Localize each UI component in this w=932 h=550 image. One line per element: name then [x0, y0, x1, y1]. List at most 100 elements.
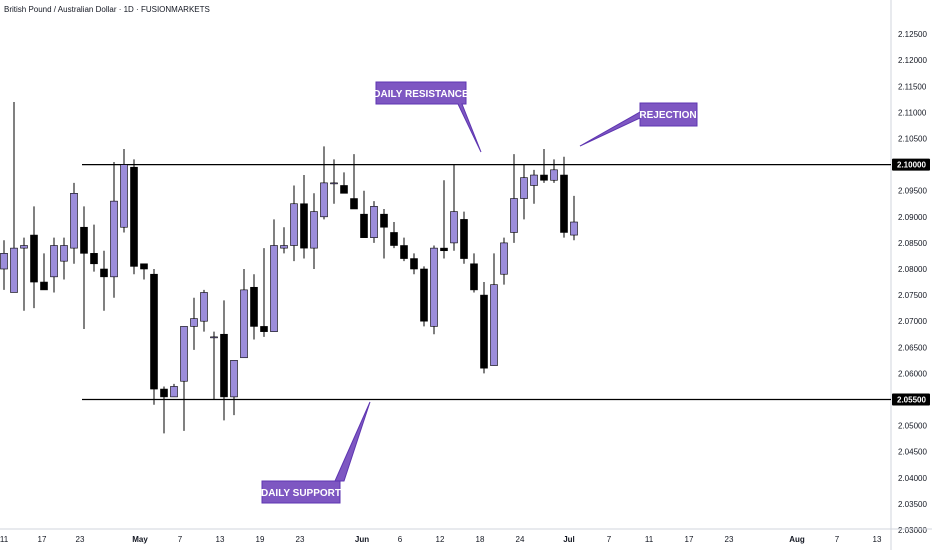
- candle[interactable]: [50, 237, 58, 293]
- candle[interactable]: [310, 193, 318, 269]
- price-axis[interactable]: 2.12500 2.12000 2.11500 2.11000 2.10500 2.100…: [890, 0, 927, 550]
- callout-daily-resistance[interactable]: DAILY RESISTANCE: [373, 81, 482, 153]
- candle[interactable]: [120, 148, 128, 233]
- time-axis[interactable]: 11 17 23 May 7 13 19 23 Jun 6 12 18 24 Jul 7 11 17 23 Aug 7…: [0, 528, 932, 544]
- candle[interactable]: [540, 148, 548, 183]
- candle-body-up: [200, 292, 208, 322]
- candle-body-down: [160, 388, 168, 398]
- candle[interactable]: [500, 237, 508, 285]
- candle[interactable]: [440, 180, 448, 259]
- candle[interactable]: [490, 253, 498, 366]
- candle[interactable]: [420, 266, 428, 327]
- candle[interactable]: [70, 182, 78, 264]
- candle[interactable]: [390, 222, 398, 249]
- candle-body-down: [420, 268, 428, 322]
- candle-body-down: [560, 174, 568, 233]
- candle[interactable]: [330, 159, 338, 204]
- candle[interactable]: [410, 253, 418, 275]
- candle[interactable]: [370, 201, 378, 243]
- candle[interactable]: [210, 331, 218, 400]
- candle[interactable]: [510, 154, 518, 243]
- candle-body-up: [10, 247, 18, 293]
- candle-body-up: [570, 221, 578, 236]
- candle[interactable]: [460, 211, 468, 264]
- candle-body-down: [540, 174, 548, 181]
- candle[interactable]: [450, 164, 458, 251]
- candle[interactable]: [260, 248, 268, 337]
- candle[interactable]: [300, 175, 308, 259]
- candle-body-down: [250, 286, 258, 327]
- y-tick-label: 2.08500: [898, 239, 927, 248]
- candle-body-up: [520, 177, 528, 199]
- candle[interactable]: [10, 101, 18, 293]
- candle[interactable]: [250, 274, 258, 340]
- candle[interactable]: [130, 159, 138, 275]
- candle[interactable]: [340, 172, 348, 194]
- candle[interactable]: [0, 240, 8, 290]
- x-tick-label: 11: [645, 535, 654, 544]
- candle[interactable]: [480, 282, 488, 374]
- candle[interactable]: [80, 206, 88, 330]
- candle[interactable]: [290, 185, 298, 262]
- candle-body-up: [490, 284, 498, 366]
- candle[interactable]: [220, 300, 228, 421]
- candle-body-up: [450, 211, 458, 244]
- candle[interactable]: [30, 206, 38, 309]
- y-tick-label: 2.05000: [898, 422, 927, 431]
- x-tick-label: 17: [685, 535, 694, 544]
- level-price-label: 2.10000: [897, 161, 926, 170]
- candle-body-down: [390, 232, 398, 246]
- candle[interactable]: [520, 164, 528, 220]
- candle[interactable]: [20, 237, 28, 311]
- candle-body-up: [70, 193, 78, 249]
- candle[interactable]: [400, 237, 408, 262]
- candle-body-down: [440, 247, 448, 252]
- candle[interactable]: [100, 250, 108, 311]
- candle-body-up: [320, 182, 328, 218]
- candle[interactable]: [40, 253, 48, 291]
- candle[interactable]: [270, 219, 278, 332]
- candle[interactable]: [470, 253, 478, 293]
- candle-body-up: [20, 245, 28, 249]
- candle[interactable]: [180, 326, 188, 431]
- candle[interactable]: [160, 386, 168, 434]
- candle[interactable]: [170, 383, 178, 398]
- candle[interactable]: [200, 289, 208, 332]
- candle[interactable]: [190, 297, 198, 350]
- candle[interactable]: [530, 169, 538, 204]
- candle[interactable]: [550, 159, 558, 183]
- callout-rejection[interactable]: REJECTION: [579, 102, 698, 147]
- callout-daily-support[interactable]: DAILY SUPPORT: [261, 401, 371, 504]
- candle[interactable]: [60, 237, 68, 280]
- candle-body-down: [350, 198, 358, 210]
- candle[interactable]: [430, 245, 438, 335]
- candle[interactable]: [230, 360, 238, 416]
- y-tick-label: 2.08000: [898, 265, 927, 274]
- candle[interactable]: [240, 269, 248, 359]
- x-tick-label: 24: [516, 535, 525, 544]
- candle[interactable]: [150, 269, 158, 405]
- x-tick-label: Jul: [563, 535, 575, 544]
- candle[interactable]: [320, 146, 328, 220]
- candle[interactable]: [350, 154, 358, 210]
- annotations[interactable]: DAILY RESISTANCE REJECTION DAILY SUPPORT: [261, 81, 698, 504]
- candle-body-up: [430, 247, 438, 327]
- candle-body-down: [400, 245, 408, 259]
- candle[interactable]: [570, 195, 578, 241]
- candle-body-down: [340, 185, 348, 194]
- candle[interactable]: [280, 227, 288, 254]
- candle[interactable]: [360, 190, 368, 238]
- level-price-badge: [892, 393, 930, 406]
- candle[interactable]: [90, 224, 98, 272]
- x-tick-label: 13: [216, 535, 225, 544]
- candle[interactable]: [560, 156, 568, 238]
- candle[interactable]: [380, 208, 388, 259]
- candlestick-series[interactable]: [0, 101, 578, 434]
- candle[interactable]: [110, 161, 118, 298]
- candle-body-down: [260, 326, 268, 332]
- candle-body-up: [530, 174, 538, 186]
- chart-title: British Pound / Australian Dollar · 1D ·…: [4, 5, 210, 14]
- candle[interactable]: [140, 263, 148, 280]
- horizontal-levels[interactable]: 2.10000 2.05500: [82, 158, 930, 406]
